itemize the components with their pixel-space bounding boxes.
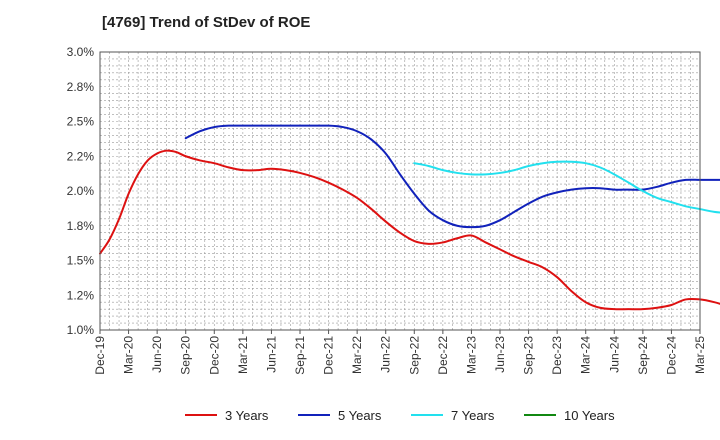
x-tick-label: Sep-20 — [179, 336, 193, 375]
x-tick-label: Dec-23 — [550, 336, 564, 375]
x-tick-label: Mar-25 — [693, 336, 707, 374]
legend-label: 10 Years — [564, 408, 615, 423]
x-tick-label: Mar-21 — [236, 336, 250, 374]
x-tick-label: Mar-23 — [464, 336, 478, 374]
chart-title: [4769] Trend of StDev of ROE — [102, 14, 311, 31]
x-tick-label: Dec-20 — [207, 336, 221, 375]
x-tick-label: Mar-22 — [350, 336, 364, 374]
x-tick-label: Sep-24 — [636, 336, 650, 375]
plot-frame — [99, 51, 701, 331]
y-tick-label: 2.8% — [67, 80, 95, 94]
y-tick-label: 2.2% — [67, 149, 95, 163]
x-tick-label: Dec-24 — [664, 336, 678, 375]
y-tick-label: 2.0% — [67, 184, 95, 198]
y-tick-label: 2.5% — [67, 115, 95, 129]
series-line-3-years — [99, 149, 720, 311]
series-line-5-years — [184, 124, 720, 229]
x-tick-label: Jun-22 — [379, 336, 393, 373]
x-tick-label: Sep-23 — [522, 336, 536, 375]
legend-label: 3 Years — [225, 408, 269, 423]
x-tick-label: Mar-24 — [579, 336, 593, 374]
y-tick-label: 1.2% — [67, 288, 95, 302]
series-layer — [99, 124, 720, 311]
y-axis: 3.0% 2.8% 2.5% 2.2% 2.0% 1.8% 1.5% 1.2% 1.0% — [67, 45, 95, 337]
legend-label: 5 Years — [338, 408, 382, 423]
y-tick-label: 1.8% — [67, 219, 95, 233]
y-tick-label: 3.0% — [67, 45, 95, 59]
x-axis: Dec-19 Mar-20 Jun-20 Sep-20 Dec-20 Mar-21 Jun-… — [93, 330, 707, 375]
series-line-7-years — [413, 160, 720, 214]
x-tick-label: Dec-22 — [436, 336, 450, 375]
legend: 3 Years 5 Years 7 Years 10 Years — [185, 408, 615, 423]
x-tick-label: Sep-21 — [293, 336, 307, 375]
x-tick-label: Jun-20 — [150, 336, 164, 373]
y-tick-label: 1.5% — [67, 254, 95, 268]
grid — [100, 52, 700, 330]
x-tick-label: Dec-21 — [322, 336, 336, 375]
legend-label: 7 Years — [451, 408, 495, 423]
x-tick-label: Sep-22 — [407, 336, 421, 375]
y-tick-label: 1.0% — [67, 323, 95, 337]
x-tick-label: Jun-23 — [493, 336, 507, 373]
x-tick-label: Mar-20 — [122, 336, 136, 374]
x-tick-label: Jun-24 — [607, 336, 621, 373]
x-tick-label: Dec-19 — [93, 336, 107, 375]
x-tick-label: Jun-21 — [264, 336, 278, 373]
